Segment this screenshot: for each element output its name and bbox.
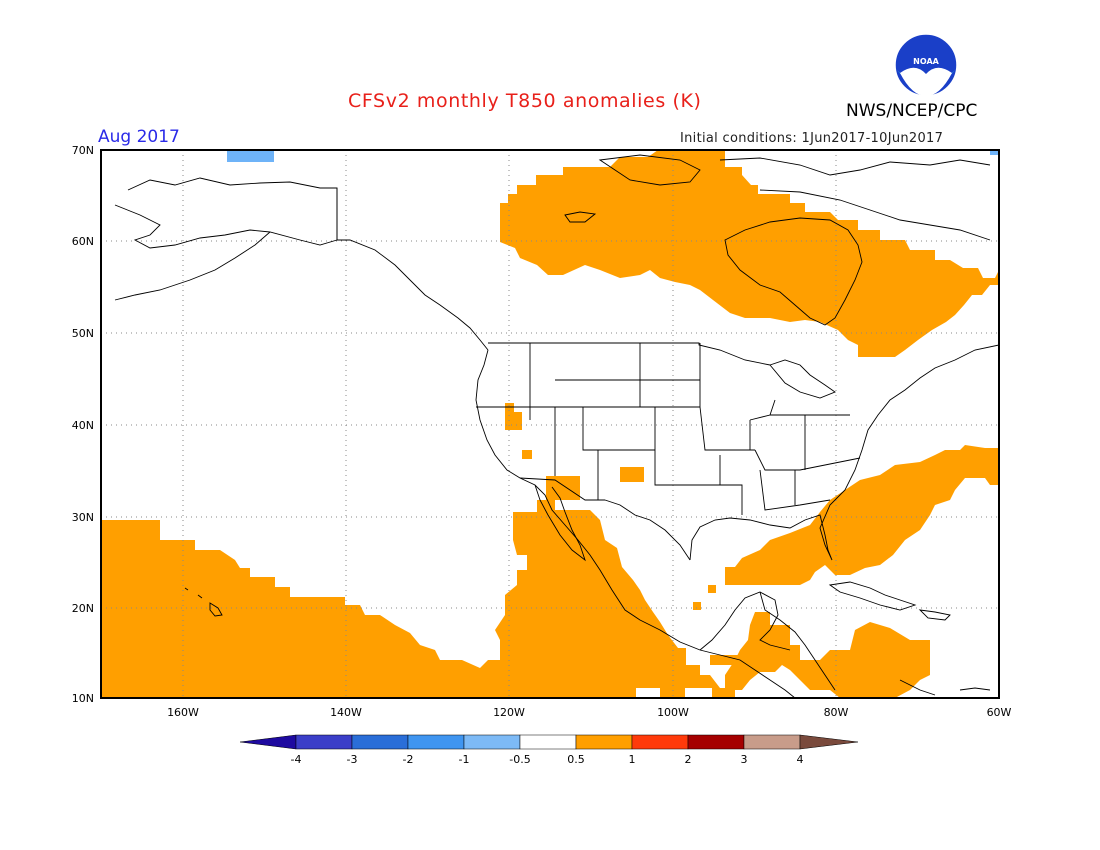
colorbar-swatch bbox=[631, 734, 689, 750]
lat-label: 50N bbox=[72, 327, 94, 340]
colorbar-left-arrow bbox=[239, 734, 297, 750]
colorbar-label: -3 bbox=[347, 753, 358, 766]
lon-label: 60W bbox=[987, 706, 1012, 719]
anomaly-atlantic bbox=[725, 445, 999, 585]
longitude-labels: 160W 140W 120W 100W 80W 60W bbox=[167, 706, 1011, 719]
colorbar-swatch bbox=[351, 734, 409, 750]
colorbar-label: -0.5 bbox=[509, 753, 530, 766]
colorbar-label: 1 bbox=[629, 753, 636, 766]
lat-label: 30N bbox=[72, 511, 94, 524]
lat-label: 40N bbox=[72, 419, 94, 432]
lon-label: 160W bbox=[167, 706, 199, 719]
colorbar-swatch bbox=[295, 734, 353, 750]
lon-label: 80W bbox=[824, 706, 849, 719]
anomaly-central-america bbox=[725, 612, 930, 698]
anomaly-mexico bbox=[495, 476, 735, 698]
chart-title: CFSv2 monthly T850 anomalies (K) bbox=[348, 90, 702, 112]
agency-label: NWS/NCEP/CPC bbox=[846, 101, 978, 121]
colorbar-label: -1 bbox=[459, 753, 470, 766]
latitude-labels: 70N 60N 50N 40N 30N 20N 10N bbox=[72, 144, 94, 705]
noaa-logo: NOAA bbox=[894, 33, 958, 97]
colorbar-swatch bbox=[743, 734, 801, 750]
forecast-month: Aug 2017 bbox=[98, 127, 180, 147]
coastlines bbox=[114, 154, 999, 698]
colorbar-label: -2 bbox=[403, 753, 414, 766]
colorbar-label: 0.5 bbox=[567, 753, 585, 766]
colorbar: -4 -3 -2 -1 -0.5 0.5 1 2 3 4 bbox=[239, 734, 859, 766]
lon-label: 100W bbox=[657, 706, 689, 719]
map-area bbox=[101, 150, 999, 698]
colorbar-swatch bbox=[575, 734, 633, 750]
colorbar-swatch bbox=[519, 734, 577, 750]
initial-conditions: Initial conditions: 1Jun2017-10Jun2017 bbox=[680, 131, 944, 146]
lon-label: 140W bbox=[330, 706, 362, 719]
colorbar-swatch bbox=[687, 734, 745, 750]
noaa-logo-text: NOAA bbox=[913, 57, 939, 66]
colorbar-label: 4 bbox=[797, 753, 804, 766]
lon-label: 120W bbox=[493, 706, 525, 719]
colorbar-right-arrow bbox=[799, 734, 859, 750]
map-frame bbox=[100, 149, 1000, 699]
colorbar-swatch bbox=[463, 734, 521, 750]
lat-label: 60N bbox=[72, 235, 94, 248]
anomaly-pacific bbox=[101, 520, 520, 698]
anomaly-canada bbox=[500, 150, 999, 357]
lat-label: 70N bbox=[72, 144, 94, 157]
warm-anomaly-regions bbox=[101, 150, 999, 698]
lat-label: 10N bbox=[72, 692, 94, 705]
colorbar-label: 3 bbox=[741, 753, 748, 766]
colorbar-swatch bbox=[407, 734, 465, 750]
cool-anomaly-patch bbox=[227, 150, 274, 162]
lat-label: 20N bbox=[72, 602, 94, 615]
colorbar-label: -4 bbox=[291, 753, 302, 766]
colorbar-label: 2 bbox=[685, 753, 692, 766]
